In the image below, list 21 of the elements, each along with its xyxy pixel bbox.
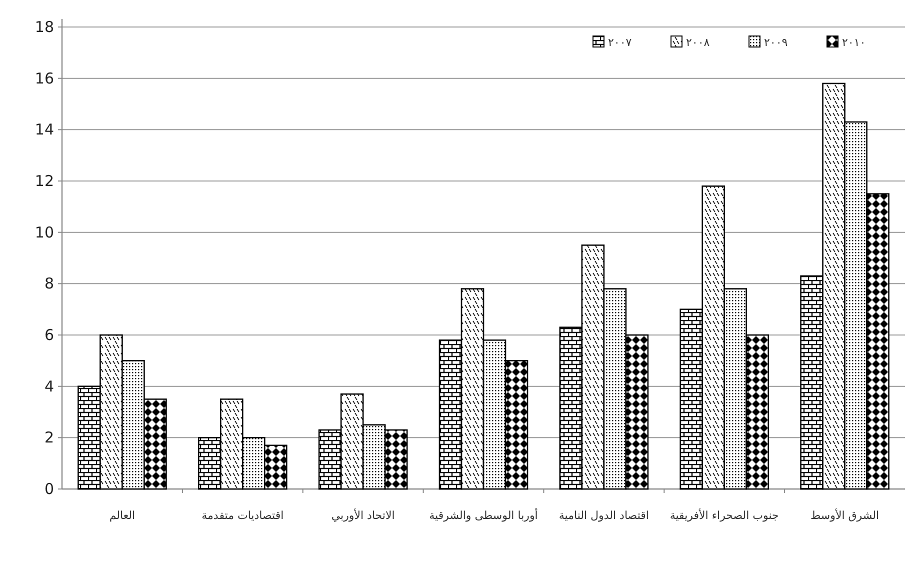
y-tick-label: 12 [34,172,54,190]
y-tick-label: 18 [34,18,54,36]
y-tick-label: 14 [34,120,54,139]
x-tick-label: اقتصاديات متقدمة [202,509,284,522]
y-tick-label: 10 [34,223,54,242]
y-tick-label: 2 [44,428,54,447]
y-tick-label: 6 [44,326,54,344]
legend-label: ٢٠١٠ [842,36,866,49]
y-tick-label: 8 [44,274,54,293]
legend-label: ٢٠٠٧ [608,36,632,49]
x-tick-label: الشرق الأوسط [810,508,880,522]
y-tick-label: 16 [34,69,54,88]
x-tick-label: اقتصاد الدول النامية [558,509,649,522]
x-tick-label: العالم [109,509,136,522]
x-tick-label: أوربا الوسطى والشرقية [429,508,538,522]
x-tick-label: الاتحاد الأوربي [331,508,395,522]
legend-label: ٢٠٠٩ [764,36,788,49]
x-tick-label: جنوب الصحراء الأفريقية [670,508,779,522]
y-tick-label: 4 [44,377,54,396]
y-tick-label: 0 [44,480,54,498]
legend-label: ٢٠٠٨ [686,36,710,49]
